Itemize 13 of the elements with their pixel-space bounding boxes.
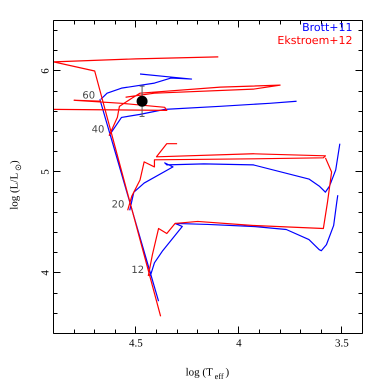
text: Brott+11 (302, 21, 353, 34)
x-tick-label: 4 (236, 338, 242, 350)
y-tick-label: 6 (40, 68, 52, 74)
text: Ekstroem+12 (277, 34, 353, 47)
y-tick-label: 5 (40, 168, 52, 175)
x-tick-label: 4.5 (129, 338, 144, 350)
y-axis-title: log (L/L⊙) (8, 160, 23, 210)
x-tick-label: 3.5 (335, 338, 350, 350)
annotation: 60 (82, 90, 96, 102)
annotation: 20 (112, 199, 124, 210)
y-tick-label: 4 (40, 270, 52, 276)
annotation: 12 (131, 264, 144, 276)
annotation: 40 (92, 124, 104, 136)
